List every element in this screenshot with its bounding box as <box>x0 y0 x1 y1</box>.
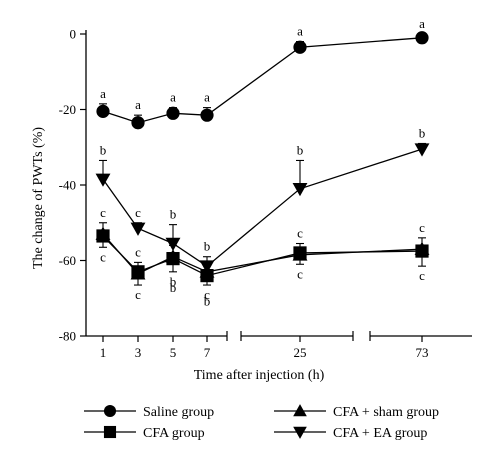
legend-item-cfa-group: CFA group <box>84 425 205 441</box>
legend-item-cfa-sham-group: CFA + sham group <box>274 404 439 420</box>
cfa-ea-group-sig-label: c <box>135 205 141 220</box>
cfa-ea-group-point <box>199 260 215 274</box>
x-tick-label: 7 <box>204 345 211 360</box>
cfa-sham-group-sig-label: b <box>204 293 211 308</box>
y-tick-label: -80 <box>59 329 76 344</box>
saline-group-sig-label: a <box>204 90 210 105</box>
x-tick-label: 73 <box>416 345 429 360</box>
cfa-ea-group-point <box>292 183 308 197</box>
y-tick-label: -40 <box>59 178 76 193</box>
cfa-sham-group-sig-label: c <box>100 205 106 220</box>
cfa-group-sig-label: c <box>135 287 141 302</box>
legend-item-saline-group: Saline group <box>84 404 214 420</box>
cfa-sham-group-point <box>130 266 146 280</box>
cfa-ea-group-sig-label: b <box>204 239 211 254</box>
cfa-sham-group-point <box>292 247 308 261</box>
legend-circle-icon <box>103 404 117 418</box>
y-tick-label: 0 <box>70 27 77 42</box>
cfa-sham-group-point <box>95 226 111 240</box>
saline-group-sig-label: a <box>419 16 425 31</box>
cfa-sham-group-sig-label: c <box>135 244 141 259</box>
x-tick-label: 5 <box>170 345 177 360</box>
saline-group-point <box>166 106 180 120</box>
cfa-group-sig-label: c <box>100 249 106 264</box>
cfa-sham-group-sig-label: c <box>297 226 303 241</box>
axes-group: 0 -20 -40 -60 -80 1 3 5 7 25 73 <box>59 27 472 360</box>
cfa-group-sig-label: c <box>297 266 303 281</box>
legend-triangle-down-icon <box>293 426 307 439</box>
saline-group-point <box>131 116 145 130</box>
cfa-ea-group-sig-label: b <box>297 142 304 157</box>
cfa-ea-group-point <box>165 237 181 251</box>
cfa-ea-group-sig-label: b <box>170 207 177 222</box>
cfa-sham-group-line <box>102 233 423 275</box>
cfa-ea-group-sig-label: b <box>419 125 426 140</box>
cfa-ea-group-point <box>414 143 430 157</box>
cfa-sham-group-sig-label: b <box>170 280 177 295</box>
saline-group-point <box>293 40 307 54</box>
y-tick-label: -20 <box>59 102 76 117</box>
series-lines-group <box>102 37 423 277</box>
cfa-ea-group-point <box>130 222 146 236</box>
cfa-group-sig-label: b <box>170 274 177 289</box>
saline-group-point <box>96 104 110 118</box>
x-tick-label: 25 <box>294 345 307 360</box>
cfa-group-sig-label: c <box>204 287 210 302</box>
legend: Saline group CFA group CFA + sham group CFA… <box>84 404 439 441</box>
legend-item-cfa-ea-group: CFA + EA group <box>274 426 427 441</box>
saline-group-point <box>200 108 214 122</box>
cfa-sham-group-point <box>165 249 181 263</box>
cfa-ea-group-point <box>95 173 111 187</box>
y-tick-label: -60 <box>59 253 76 268</box>
cfa-ea-group-line <box>102 148 423 268</box>
x-axis-title: Time after injection (h) <box>194 368 325 383</box>
legend-triangle-up-icon <box>293 404 307 417</box>
legend-square-icon <box>103 425 117 439</box>
legend-label: Saline group <box>143 405 214 420</box>
saline-group-sig-label: a <box>135 97 141 112</box>
cfa-sham-group-sig-label: c <box>419 220 425 235</box>
legend-label: CFA + sham group <box>333 405 439 420</box>
saline-group-point <box>415 31 429 45</box>
saline-group-sig-label: a <box>100 86 106 101</box>
cfa-group-sig-label: c <box>419 268 425 283</box>
saline-group-line <box>102 37 423 124</box>
cfa-ea-group-sig-label: b <box>100 142 107 157</box>
x-tick-label: 3 <box>135 345 142 360</box>
y-axis-title: The change of PWTs (%) <box>31 127 46 269</box>
saline-group-sig-label: a <box>297 24 303 39</box>
cfa-group-line <box>102 235 423 277</box>
legend-label: CFA group <box>143 426 205 441</box>
saline-group-sig-label: a <box>170 90 176 105</box>
cfa-sham-group-point <box>414 241 430 255</box>
x-tick-label: 1 <box>100 345 107 360</box>
series-marks-group <box>95 31 430 286</box>
legend-label: CFA + EA group <box>333 426 427 441</box>
